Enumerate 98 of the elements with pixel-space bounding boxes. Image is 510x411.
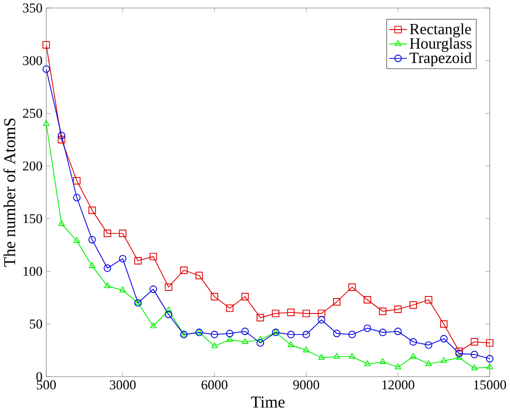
point [164, 283, 172, 291]
x-tick-label: 9000 [293, 380, 320, 390]
point [486, 354, 494, 362]
point [378, 308, 386, 316]
point [272, 310, 280, 318]
point [424, 296, 432, 304]
point [165, 306, 172, 312]
point [42, 41, 50, 49]
point [394, 328, 402, 336]
point [210, 330, 218, 338]
point [302, 346, 310, 352]
point [73, 194, 81, 202]
point [302, 330, 310, 338]
point [74, 237, 80, 243]
point [42, 65, 50, 73]
point [471, 364, 478, 370]
point [88, 236, 96, 244]
point [104, 282, 111, 288]
point [211, 342, 218, 348]
point [226, 330, 234, 338]
point [394, 305, 402, 313]
x-tick-label: 500 [36, 380, 56, 390]
point [486, 363, 494, 370]
point [379, 358, 386, 364]
point [210, 292, 218, 300]
point [470, 350, 478, 358]
point [180, 266, 188, 274]
y-tick-label: 250 [22, 108, 42, 118]
point [410, 301, 417, 309]
point [424, 341, 432, 349]
y-tick-label: 50 [30, 319, 42, 328]
y-tick-label: 300 [23, 56, 42, 66]
point [42, 120, 50, 126]
point [334, 352, 340, 359]
point [150, 252, 158, 260]
point [410, 352, 417, 359]
point [256, 339, 264, 347]
point [104, 230, 112, 238]
point [440, 357, 448, 363]
point [241, 292, 249, 300]
point [241, 328, 249, 336]
point [410, 338, 417, 346]
x-tick-label: 3000 [110, 380, 136, 390]
point [257, 336, 264, 342]
point [150, 285, 158, 293]
point [226, 304, 234, 312]
point [58, 220, 65, 226]
point [302, 310, 310, 318]
point [58, 136, 66, 144]
x-tick-label: 6000 [202, 380, 228, 390]
x-tick-label: 15000 [474, 380, 506, 390]
point [318, 310, 326, 318]
point [486, 339, 494, 347]
point [104, 264, 112, 272]
point [333, 330, 341, 338]
point [348, 352, 356, 359]
point [378, 328, 386, 336]
point [287, 308, 295, 316]
point [440, 320, 448, 328]
point [118, 230, 126, 238]
point [195, 272, 203, 280]
x-tick-label: 12000 [382, 380, 414, 390]
y-tick-label: 350 [23, 3, 42, 12]
point [287, 330, 295, 338]
point [88, 262, 96, 268]
y-tick-label: 100 [24, 266, 42, 276]
point [256, 314, 264, 322]
point [440, 334, 448, 342]
y-tick-label: 150 [24, 214, 42, 224]
point [394, 363, 402, 370]
point [348, 330, 356, 338]
point [119, 286, 126, 292]
point [226, 336, 234, 342]
y-axis-title: The number of AtomS [3, 118, 16, 267]
point [470, 338, 478, 346]
legend-label: Trapezoid [410, 52, 472, 66]
point [456, 354, 462, 360]
point [118, 254, 126, 262]
point [288, 341, 294, 348]
point [364, 324, 372, 332]
legend-label: Rectangle [410, 23, 471, 38]
point [364, 296, 372, 304]
point [164, 310, 172, 318]
point [88, 206, 96, 214]
point [364, 360, 371, 366]
point [318, 316, 326, 324]
point [58, 132, 66, 140]
point [150, 322, 157, 328]
point [348, 283, 356, 291]
y-tick-label: 200 [22, 161, 42, 170]
point [318, 354, 325, 360]
point [333, 298, 341, 306]
point [73, 176, 81, 184]
point [242, 338, 248, 344]
point [134, 257, 142, 264]
legend-label: Hourglass [410, 38, 472, 52]
x-axis-title: Time [251, 396, 285, 408]
point [425, 360, 432, 366]
